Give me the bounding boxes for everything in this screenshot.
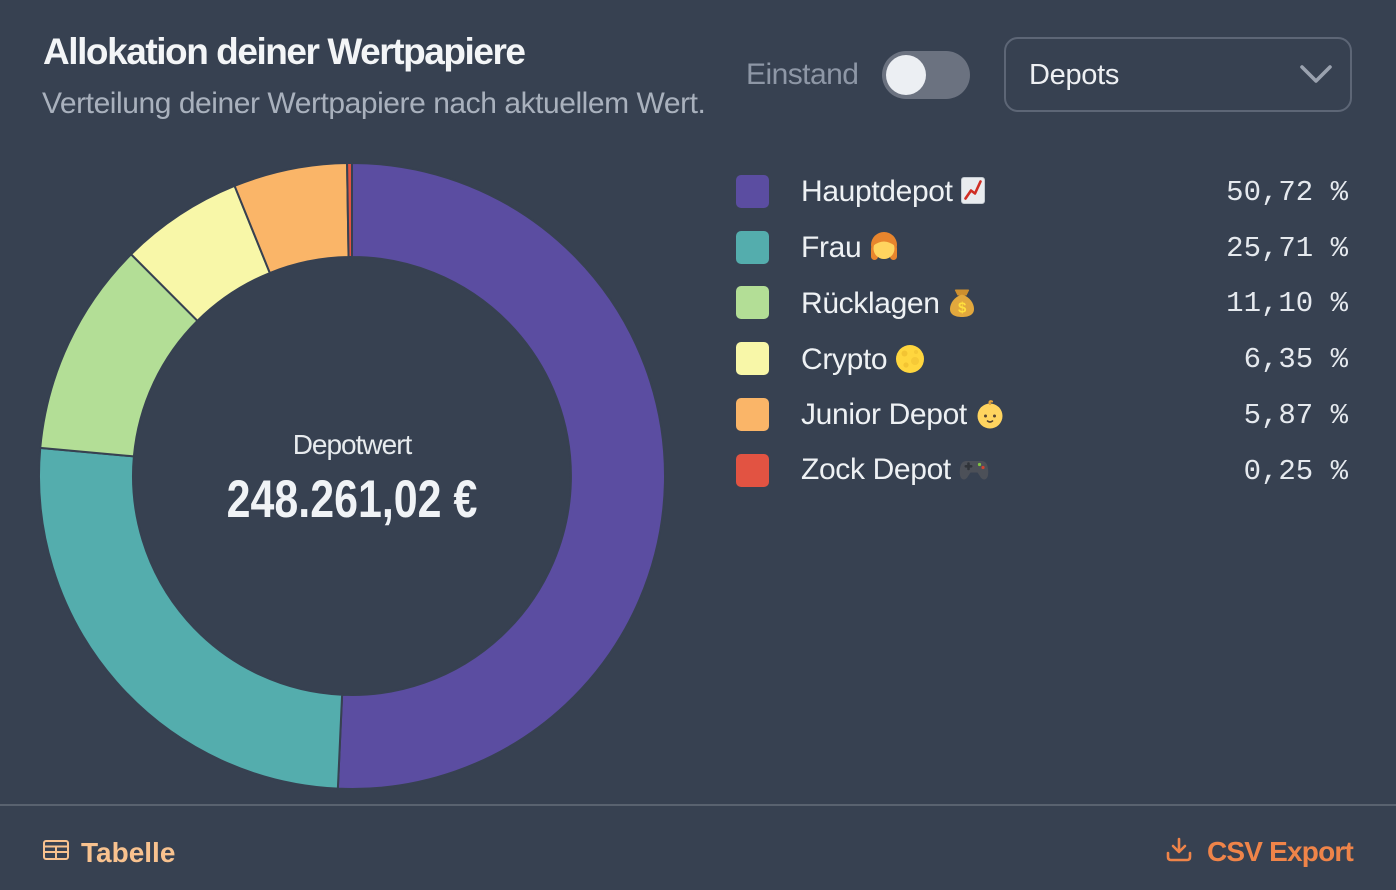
svg-text:$: $ (958, 299, 967, 316)
